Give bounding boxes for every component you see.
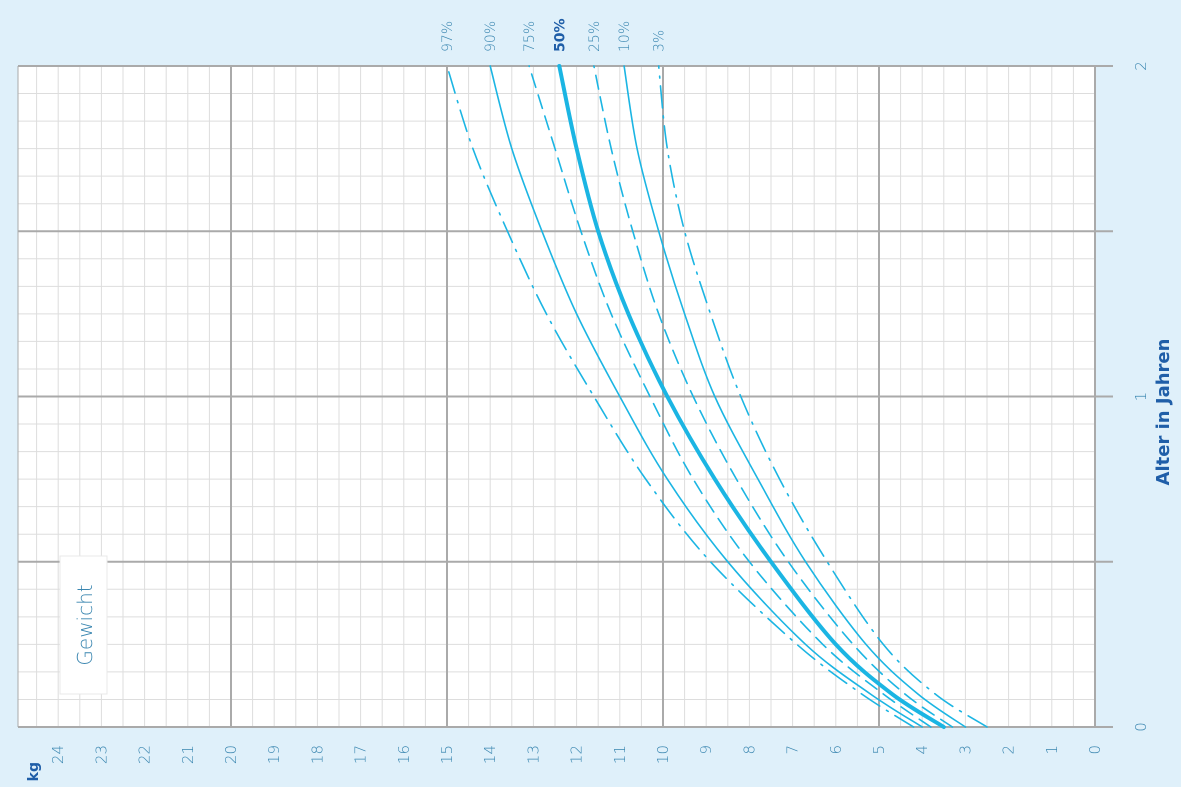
- curve-p97: [446, 65, 915, 728]
- weight-tick-label: 17: [352, 745, 370, 764]
- weight-tick-label: 22: [136, 745, 154, 764]
- curve-p75: [528, 65, 932, 728]
- percentile-curves: [446, 64, 988, 729]
- weight-tick-label: 13: [524, 745, 542, 764]
- percentile-label: 3%: [652, 30, 668, 52]
- age-tick-label: 0: [1132, 722, 1150, 732]
- age-tick-label: 1: [1132, 392, 1150, 402]
- weight-tick-label: 12: [568, 745, 586, 764]
- curve-p50: [557, 64, 946, 729]
- percentile-label: 97%: [440, 21, 456, 52]
- chart-title: Gewicht: [73, 584, 97, 665]
- weight-tick-label: 15: [438, 745, 456, 764]
- weight-tick-label: 7: [784, 745, 802, 755]
- weight-tick-label: 20: [222, 745, 240, 764]
- curve-p25: [593, 65, 954, 728]
- percentile-label: 50%: [552, 18, 568, 52]
- percentile-label: 10%: [617, 21, 633, 52]
- age-tick-label: 2: [1132, 61, 1150, 71]
- weight-tick-label: 3: [956, 745, 974, 755]
- weight-tick-label: 0: [1086, 745, 1104, 755]
- percentile-label: 25%: [587, 21, 603, 52]
- weight-tick-label: 23: [92, 745, 110, 764]
- age-tick-labels: 0 1 2: [1132, 61, 1150, 732]
- weight-tick-label: 5: [870, 745, 888, 755]
- weight-tick-label: 9: [697, 745, 715, 755]
- weight-tick-label: 14: [481, 745, 499, 764]
- weight-tick-label: 10: [654, 745, 672, 764]
- y-axis-unit: kg: [26, 762, 42, 781]
- weight-tick-label: 11: [611, 745, 629, 764]
- weight-tick-label: 8: [740, 745, 758, 755]
- weight-tick-label: 19: [265, 745, 283, 764]
- x-axis-title: Alter in Jahren: [1153, 339, 1174, 486]
- weight-tick-label: 24: [49, 745, 67, 764]
- weight-tick-label: 2: [1000, 745, 1018, 755]
- percentile-labels: 97% 90% 75% 50% 25% 10% 3%: [440, 18, 668, 52]
- title-box: [59, 555, 108, 695]
- weight-tick-label: 1: [1043, 745, 1061, 755]
- curve-p90: [489, 65, 923, 728]
- weight-tick-label: 18: [308, 745, 326, 764]
- percentile-label: 75%: [522, 21, 538, 52]
- curve-p3: [657, 65, 988, 728]
- percentile-label: 90%: [483, 21, 499, 52]
- curve-p10: [623, 65, 967, 728]
- weight-tick-label: 4: [913, 745, 931, 755]
- weight-tick-label: 6: [827, 745, 845, 755]
- weight-tick-label: 16: [395, 745, 413, 764]
- weight-tick-label: 21: [179, 745, 197, 764]
